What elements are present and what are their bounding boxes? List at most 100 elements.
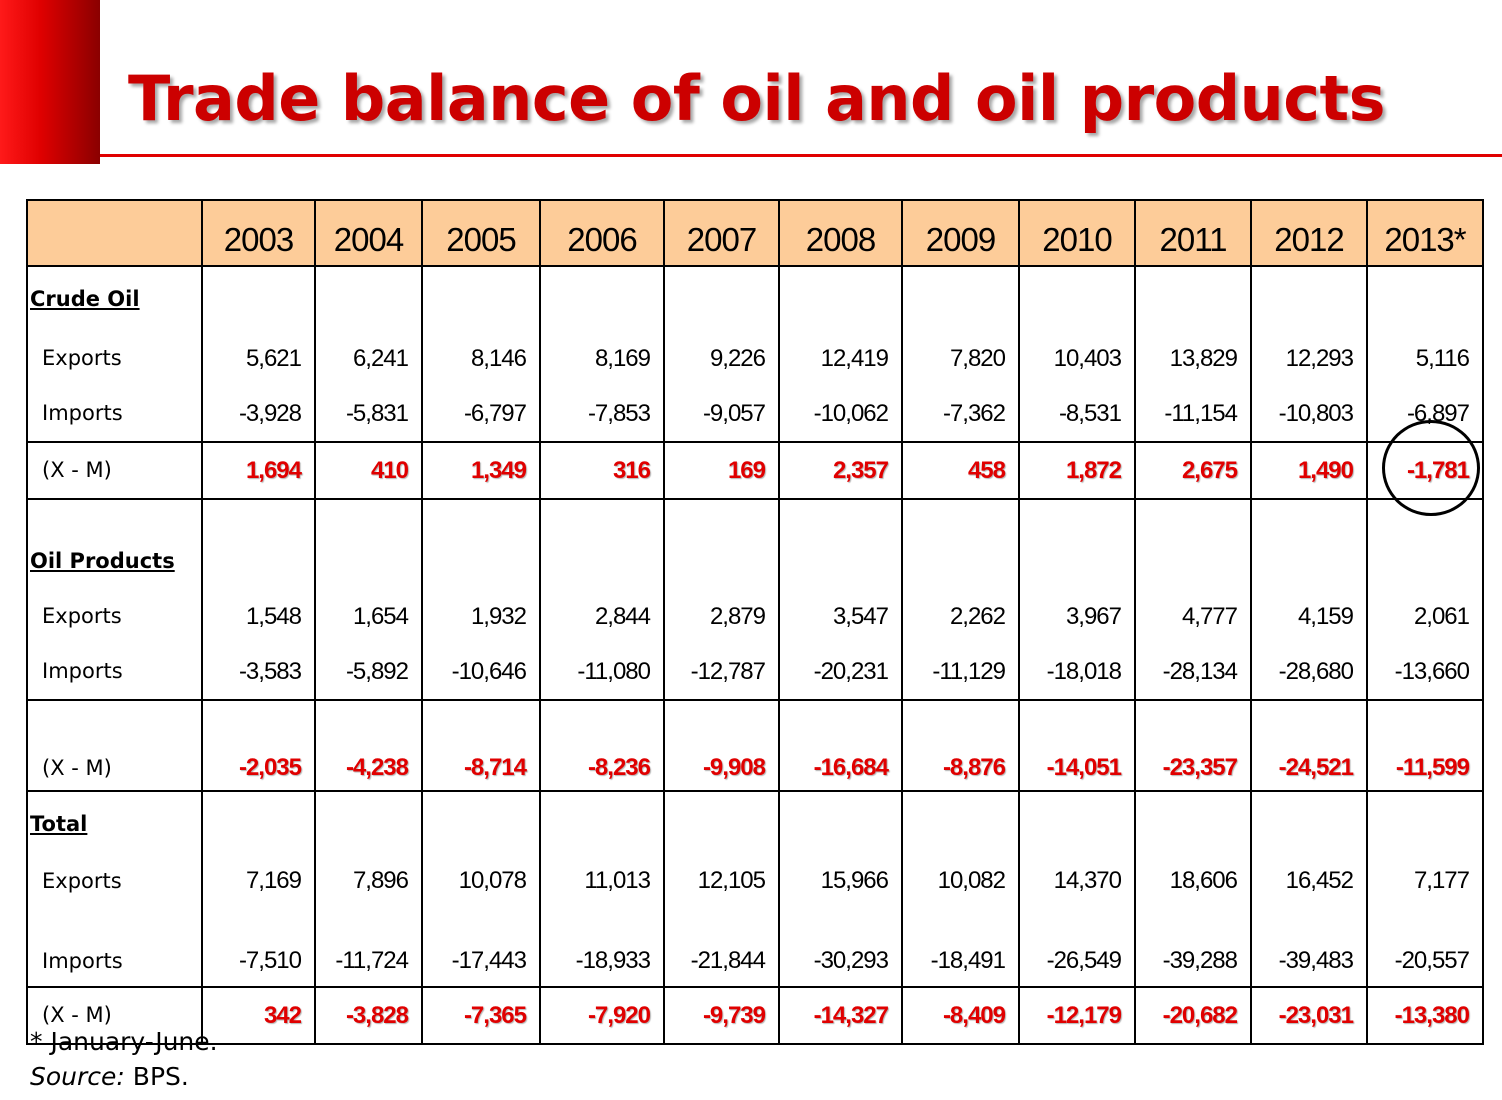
total-balance-value: -14,327	[813, 1002, 889, 1029]
oil-products-import-value: -13,660	[1394, 658, 1470, 685]
oil-products-balance-cell: -23,357	[1134, 699, 1252, 792]
crude-oil-import-value: -5,831	[345, 400, 409, 427]
oil-products-cell: 1,548 -3,583	[201, 498, 316, 701]
crude-oil-cell: 7,820 -7,362	[901, 265, 1020, 443]
crude-oil-import-value: -11,154	[1164, 400, 1238, 427]
crude-oil-balance-cell: 316	[539, 441, 665, 500]
crude-oil-export-value: 12,419	[820, 345, 889, 372]
crude-oil-import-value: -3,928	[238, 400, 302, 427]
oil-products-export-value: 3,547	[832, 603, 889, 630]
crude-oil-cell: 10,403 -8,531	[1018, 265, 1136, 443]
crude-oil-balance-cell: 1,694	[201, 441, 316, 500]
total-balance-cell: -7,365	[421, 986, 541, 1045]
footnote-period: * January-June.	[30, 1027, 218, 1056]
page-title: Trade balance of oil and oil products	[128, 62, 1386, 135]
total-cell: 7,896 -11,724	[314, 790, 423, 988]
oil-products-balance-value: -2,035	[238, 754, 302, 781]
total-balance-label-cell: (X - M)	[26, 986, 203, 1045]
crude-oil-balance-cell: 2,357	[778, 441, 903, 500]
header-corner	[26, 199, 203, 267]
total-balance-cell: -9,739	[663, 986, 780, 1045]
crude-oil-cell: 12,293 -10,803	[1250, 265, 1368, 443]
crude-oil-balance-cell: 1,349	[421, 441, 541, 500]
oil-products-import-value: -12,787	[690, 658, 766, 685]
crude-oil-balance-value: 2,675	[1181, 457, 1238, 484]
oil-products-export-value: 1,932	[470, 603, 527, 630]
total-balance-cell: -20,682	[1134, 986, 1252, 1045]
total-balance-cell: -13,380	[1366, 986, 1484, 1045]
oil-products-export-value: 2,879	[709, 603, 766, 630]
crude-oil-balance-cell: 1,490	[1250, 441, 1368, 500]
total-heading: Total	[30, 812, 88, 836]
oil-products-balance-cell: -14,051	[1018, 699, 1136, 792]
year-header: 2004	[314, 199, 423, 267]
oil-products-cell: 2,844 -11,080	[539, 498, 665, 701]
year-header: 2009	[901, 199, 1020, 267]
total-imports-label: Imports	[42, 949, 123, 973]
total-export-value: 12,105	[697, 867, 766, 894]
oil-products-cell: 3,547 -20,231	[778, 498, 903, 701]
oil-products-import-value: -11,129	[932, 658, 1006, 685]
oil-products-balance-value: -14,051	[1046, 754, 1122, 781]
oil-products-export-value: 1,654	[352, 603, 409, 630]
oil-products-export-value: 2,061	[1413, 603, 1470, 630]
total-export-value: 15,966	[820, 867, 889, 894]
crude-oil-balance-cell: 458	[901, 441, 1020, 500]
crude-oil-imports-label: Imports	[42, 401, 123, 425]
total-balance-value: 342	[263, 1002, 302, 1029]
crude-oil-balance-value: 1,490	[1297, 457, 1354, 484]
oil-products-balance-value: -8,876	[942, 754, 1006, 781]
total-export-value: 16,452	[1285, 867, 1354, 894]
total-balance-row: (X - M) 342 -3,828 -7,365 -7,920 -9,739 …	[26, 986, 1484, 1045]
crude-oil-export-value: 5,621	[245, 345, 302, 372]
total-import-value: -30,293	[813, 947, 889, 974]
total-export-value: 7,896	[352, 867, 409, 894]
oil-products-balance-value: -8,236	[587, 754, 651, 781]
crude-oil-balance-row: (X - M) 1,694 410 1,349 316 169 2,357 45…	[26, 441, 1484, 500]
oil-products-import-value: -18,018	[1046, 658, 1122, 685]
total-balance-value: -20,682	[1162, 1002, 1238, 1029]
oil-products-import-value: -28,680	[1278, 658, 1354, 685]
total-cell: 10,078 -17,443	[421, 790, 541, 988]
total-import-value: -21,844	[690, 947, 766, 974]
crude-oil-exports-label: Exports	[42, 346, 122, 370]
oil-products-import-value: -11,080	[577, 658, 651, 685]
oil-products-balance-value: -8,714	[463, 754, 527, 781]
oil-products-cell: 4,777 -28,134	[1134, 498, 1252, 701]
header-row: 2003 2004 2005 2006 2007 2008 2009 2010 …	[26, 199, 1484, 267]
total-import-value: -18,933	[575, 947, 651, 974]
oil-products-balance-label-cell: (X - M)	[26, 699, 203, 792]
total-cell: 14,370 -26,549	[1018, 790, 1136, 988]
total-balance-cell: -14,327	[778, 986, 903, 1045]
total-cell: 11,013 -18,933	[539, 790, 665, 988]
crude-oil-balance-value: 1,872	[1065, 457, 1122, 484]
oil-products-balance-row: (X - M) -2,035 -4,238 -8,714 -8,236 -9,9…	[26, 699, 1484, 792]
year-header: 2007	[663, 199, 780, 267]
crude-oil-export-value: 9,226	[709, 345, 766, 372]
oil-products-balance-value: -11,599	[1395, 754, 1470, 781]
title-accent-bar	[0, 0, 100, 164]
year-header: 2010	[1018, 199, 1136, 267]
oil-products-balance-cell: -11,599	[1366, 699, 1484, 792]
oil-products-balance-value: -4,238	[345, 754, 409, 781]
crude-oil-import-value: -10,062	[813, 400, 889, 427]
crude-oil-cell: 8,146 -6,797	[421, 265, 541, 443]
total-balance-value: -8,409	[942, 1002, 1006, 1029]
oil-products-balance-value: -16,684	[813, 754, 889, 781]
oil-products-balance-label: (X - M)	[42, 756, 112, 780]
crude-oil-cell: 5,621 -3,928	[201, 265, 316, 443]
oil-products-cell: 1,932 -10,646	[421, 498, 541, 701]
crude-oil-balance-value: 169	[727, 457, 766, 484]
oil-products-import-value: -20,231	[813, 658, 889, 685]
oil-products-export-value: 4,159	[1297, 603, 1354, 630]
total-import-value: -39,483	[1278, 947, 1354, 974]
total-import-value: -20,557	[1394, 947, 1470, 974]
total-cell: 10,082 -18,491	[901, 790, 1020, 988]
crude-oil-balance-cell: 169	[663, 441, 780, 500]
crude-oil-export-value: 5,116	[1415, 345, 1470, 372]
oil-products-balance-cell: -8,236	[539, 699, 665, 792]
crude-oil-export-value: 8,146	[470, 345, 527, 372]
oil-products-balance-cell: -9,908	[663, 699, 780, 792]
oil-products-export-value: 1,548	[245, 603, 302, 630]
crude-oil-balance-cell: 1,872	[1018, 441, 1136, 500]
